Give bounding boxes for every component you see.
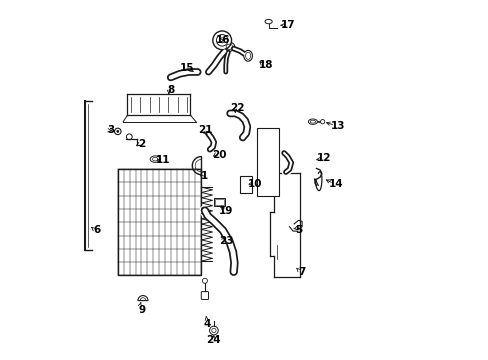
Text: 16: 16 xyxy=(215,35,230,45)
Text: 20: 20 xyxy=(212,150,226,160)
Text: 17: 17 xyxy=(280,20,294,30)
Text: 24: 24 xyxy=(206,335,221,345)
Text: 1: 1 xyxy=(201,171,208,181)
Ellipse shape xyxy=(308,119,317,125)
Bar xyxy=(215,199,223,205)
FancyBboxPatch shape xyxy=(201,292,208,300)
Text: 3: 3 xyxy=(107,125,115,135)
Ellipse shape xyxy=(150,156,160,162)
Text: 9: 9 xyxy=(138,305,145,315)
Text: 19: 19 xyxy=(219,206,233,216)
Bar xyxy=(213,198,224,206)
Text: 6: 6 xyxy=(93,225,101,235)
Ellipse shape xyxy=(264,19,272,24)
Text: 13: 13 xyxy=(330,121,345,131)
Circle shape xyxy=(320,120,324,124)
Text: 7: 7 xyxy=(298,267,305,277)
Circle shape xyxy=(219,38,224,43)
Text: 10: 10 xyxy=(247,179,262,189)
Text: 18: 18 xyxy=(258,60,273,70)
Circle shape xyxy=(114,128,121,135)
Text: 8: 8 xyxy=(167,85,174,95)
Text: 14: 14 xyxy=(328,179,343,189)
Text: 12: 12 xyxy=(316,153,330,163)
Text: 23: 23 xyxy=(219,236,233,246)
Text: 22: 22 xyxy=(229,103,244,113)
Text: 5: 5 xyxy=(294,225,302,235)
Bar xyxy=(240,176,251,193)
Text: 4: 4 xyxy=(203,319,210,329)
Circle shape xyxy=(116,130,119,133)
Circle shape xyxy=(209,326,218,335)
Ellipse shape xyxy=(244,50,252,61)
Text: 15: 15 xyxy=(179,63,194,73)
Text: 11: 11 xyxy=(156,155,170,165)
Wedge shape xyxy=(138,296,148,301)
Bar xyxy=(257,128,279,196)
Circle shape xyxy=(212,31,231,50)
Text: 2: 2 xyxy=(138,139,145,149)
Bar xyxy=(118,169,200,275)
Circle shape xyxy=(202,278,207,283)
Ellipse shape xyxy=(224,42,234,51)
Text: 21: 21 xyxy=(197,125,212,135)
